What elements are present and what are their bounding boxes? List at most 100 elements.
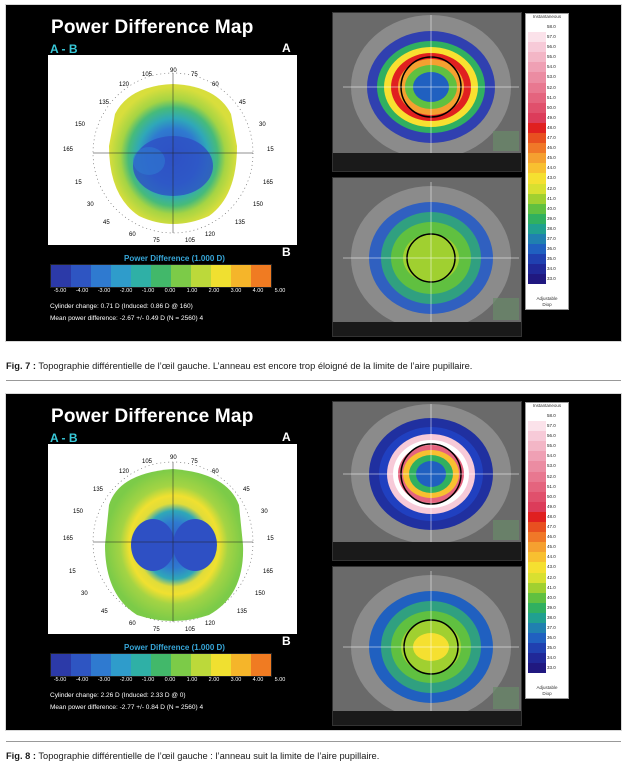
scale-swatch (171, 265, 191, 287)
scale-value: 42.0 (547, 185, 556, 191)
scale-cell (528, 431, 546, 442)
scale-cell (528, 244, 546, 255)
scale-cell (528, 254, 546, 265)
scale-cell (528, 52, 546, 63)
scale-cell (528, 562, 546, 573)
scale-swatch (91, 654, 111, 676)
scale-tick: -3.00 (97, 288, 111, 294)
separator (6, 380, 621, 381)
scale-swatch (111, 654, 131, 676)
scale-cell (528, 163, 546, 174)
deg-label: 120 (205, 621, 216, 627)
deg-label: 165 (263, 569, 274, 575)
scale-tick: 3.00 (230, 288, 242, 294)
scale-cell (528, 461, 546, 472)
scale-cell (528, 173, 546, 184)
deg-label: 105 (142, 459, 153, 465)
scale-value: 52.0 (547, 473, 556, 479)
scale-cell (528, 612, 546, 623)
scale-value: 38.0 (547, 225, 556, 231)
scale-value: 49.0 (547, 114, 556, 120)
scale-tick: 5.00 (274, 288, 286, 294)
scale-swatch (251, 654, 271, 676)
scale-cell (528, 42, 546, 53)
scale-value: 43.0 (547, 564, 556, 570)
scale-cell (528, 633, 546, 644)
scale-cell (528, 233, 546, 245)
scale-value: 39.0 (547, 215, 556, 221)
scale-value: 42.0 (547, 574, 556, 580)
map-title: Power Difference Map (51, 406, 254, 427)
scale-value: 44.0 (547, 554, 556, 560)
deg-label: 135 (235, 220, 246, 226)
scale-cell (528, 602, 546, 613)
deg-label: 150 (255, 591, 266, 597)
power-difference-map: 90 105 75 120 60 135 45 150 30 165 15 15… (48, 55, 297, 245)
scale-cell (528, 153, 546, 164)
label-b: B (282, 245, 291, 259)
label-a: A (282, 430, 291, 444)
deg-label: 120 (205, 232, 216, 238)
scale-cells (528, 411, 546, 674)
scale-ticks: -5.00 -4.00 -3.00 -2.00 -1.00 0.00 1.00 … (50, 677, 296, 687)
deg-label: 45 (103, 220, 110, 226)
eye-map-graphic (333, 402, 521, 560)
scale-footer-2: Diop (542, 302, 552, 307)
scale-value: 54.0 (547, 453, 556, 459)
scale-swatch (71, 654, 91, 676)
scale-cell (528, 471, 546, 482)
caption-fig-number: Fig. 8 : (6, 751, 36, 761)
scale-value: 33.0 (547, 276, 556, 282)
deg-label: 90 (170, 68, 177, 74)
figure-8-panel: Power Difference Map A - B A B (5, 393, 622, 731)
scale-cell (528, 193, 546, 204)
deg-label: 105 (185, 238, 196, 244)
scale-cell (528, 663, 546, 674)
scale-value: 46.0 (547, 534, 556, 540)
caption-text: Topographie différentielle de l’œil gauc… (35, 751, 380, 761)
scale-cell (528, 451, 546, 462)
scale-value: 53.0 (547, 74, 556, 80)
scale-tick: -1.00 (141, 288, 155, 294)
scale-cells (528, 22, 546, 285)
deg-label: 30 (87, 202, 94, 208)
scale-swatch (151, 654, 171, 676)
scale-footer-1: Adjustable (536, 685, 558, 690)
scale-cell (528, 82, 546, 93)
scale-value: 55.0 (547, 54, 556, 60)
scale-value: 41.0 (547, 584, 556, 590)
scale-tick: -4.00 (75, 677, 89, 683)
scale-swatch (231, 654, 251, 676)
scale-cell (528, 481, 546, 492)
deg-label: 120 (119, 469, 130, 475)
scale-swatch (191, 654, 211, 676)
map-title: Power Difference Map (51, 17, 254, 38)
scale-ticks: -5.00 -4.00 -3.00 -2.00 -1.00 0.00 1.00 … (50, 288, 296, 298)
color-scale-bar (50, 653, 272, 677)
eye-map-graphic (333, 178, 521, 336)
deg-label: 135 (99, 100, 110, 106)
keratometry-color-scale: Instantaneous 58.0 57.0 56.0 55.0 54.0 53.0 52… (525, 402, 569, 699)
scale-value: 36.0 (547, 635, 556, 641)
scale-swatch (151, 265, 171, 287)
scale-value: 58.0 (547, 413, 556, 418)
scale-cell (528, 511, 546, 523)
deg-label: 150 (253, 202, 264, 208)
scale-label: Power Difference (1.000 D) (124, 254, 225, 263)
keratometry-maps (332, 401, 522, 726)
scale-cell (528, 203, 546, 214)
figure-7-caption: Fig. 7 : Topographie différentielle de l… (6, 361, 472, 371)
scale-value: 54.0 (547, 64, 556, 70)
deg-label: 15 (69, 569, 76, 575)
caption-text: Topographie différentielle de l’œil gauc… (35, 361, 473, 371)
scale-value: 50.0 (547, 104, 556, 110)
map-subtitle: A - B (50, 42, 78, 56)
scale-header: Instantaneous (532, 403, 562, 408)
scale-tick: 3.00 (230, 677, 242, 683)
scale-swatch (191, 265, 211, 287)
deg-label: 30 (261, 509, 268, 515)
label-b: B (282, 634, 291, 648)
mean-power-difference: Mean power difference: -2.67 +/- 0.49 D … (50, 315, 204, 322)
scale-value: 40.0 (547, 205, 556, 211)
deg-label: 45 (101, 609, 108, 615)
